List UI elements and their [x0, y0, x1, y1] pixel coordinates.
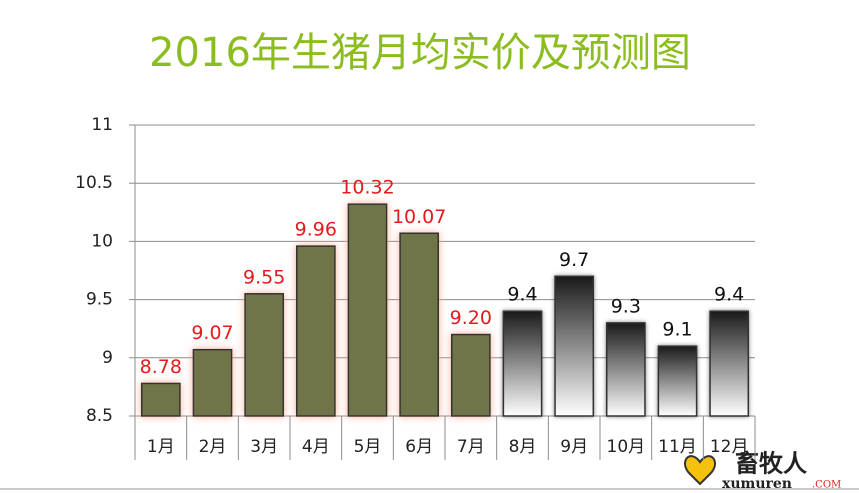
watermark-url: xumuren [722, 476, 792, 492]
value-label: 9.4 [714, 284, 744, 306]
chart-title: 2016年生猪月均实价及预测图 [149, 30, 691, 76]
x-tick-label: 7月 [457, 437, 485, 457]
bar [347, 203, 388, 417]
x-tick-label: 3月 [250, 437, 278, 457]
y-tick-label: 8.5 [86, 406, 113, 426]
y-tick-label: 9.5 [86, 290, 113, 310]
bar [244, 293, 285, 417]
y-tick-label: 10.5 [75, 173, 113, 193]
bar [295, 245, 336, 417]
value-label: 9.07 [191, 322, 233, 344]
watermark-logo [684, 455, 716, 486]
y-tick-label: 11 [91, 115, 113, 135]
value-label: 9.55 [243, 266, 285, 288]
x-tick-label: 1月 [147, 437, 175, 457]
x-tick-label: 2月 [199, 437, 227, 457]
bar [554, 275, 595, 417]
x-tick-label: 4月 [302, 437, 330, 457]
bar [502, 310, 543, 417]
x-tick-label: 9月 [560, 437, 588, 457]
value-label: 9.1 [662, 319, 692, 341]
value-label: 9.4 [507, 284, 537, 306]
x-tick-label: 12月 [710, 437, 749, 457]
value-label: 8.78 [140, 356, 182, 378]
x-tick-label: 11月 [658, 437, 697, 457]
value-label: 9.7 [559, 249, 589, 271]
bar [709, 310, 750, 417]
y-tick-label: 10 [91, 231, 113, 251]
bar [605, 322, 646, 417]
watermark-text: 畜牧人 [735, 449, 807, 478]
y-tick-label: 9 [102, 348, 113, 368]
bar [399, 232, 440, 417]
x-tick-label: 6月 [405, 437, 433, 457]
bar [140, 382, 181, 417]
bar [192, 348, 233, 417]
watermark-domain: .COM [812, 480, 841, 491]
value-label: 10.32 [340, 177, 394, 199]
x-tick-label: 8月 [509, 437, 537, 457]
value-label: 9.20 [450, 307, 492, 329]
watermark: 畜牧人 xumuren .COM [684, 449, 841, 492]
x-tick-label: 10月 [607, 437, 646, 457]
bar [450, 333, 491, 417]
bar [657, 345, 698, 417]
value-label: 9.3 [611, 295, 641, 317]
value-label: 10.07 [392, 206, 446, 228]
value-label: 9.96 [295, 219, 337, 241]
x-tick-label: 5月 [354, 437, 382, 457]
